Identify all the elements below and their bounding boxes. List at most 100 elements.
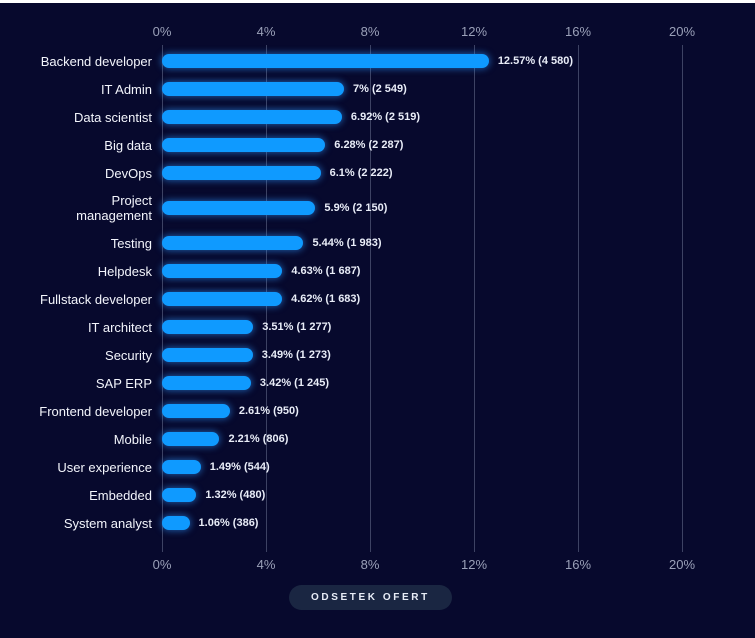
bar-track: 6.1% (2 222) [162, 166, 755, 180]
page-top-edge [0, 0, 755, 3]
value-label: 1.49% (544) [209, 461, 270, 473]
axis-tick-label: 4% [256, 24, 276, 39]
chart-bar-row: Embedded 1.32% (480) [0, 481, 755, 509]
category-label: Embedded [89, 487, 152, 503]
category-label: System analyst [63, 515, 152, 531]
category-label: Frontend developer [39, 403, 152, 419]
category-label: Data scientist [73, 109, 152, 125]
value-label: 6.28% (2 287) [334, 139, 404, 151]
axis-tick-label: 20% [668, 24, 696, 39]
bar-track: 5.44% (1 983) [162, 236, 755, 250]
value-label: 5.44% (1 983) [312, 237, 382, 249]
chart-bar-row: System analyst 1.06% (386) [0, 509, 755, 537]
chart-bar-row: DevOps 6.1% (2 222) [0, 159, 755, 187]
value-label: 3.42% (1 245) [259, 377, 330, 389]
chart-bar-row: SAP ERP 3.42% (1 245) [0, 369, 755, 397]
data-bar[interactable] [162, 516, 190, 530]
value-label: 4.63% (1 687) [291, 265, 361, 277]
bar-track: 7% (2 549) [162, 82, 755, 96]
axis-tick-label: 16% [564, 24, 592, 39]
bar-track: 6.92% (2 519) [162, 110, 755, 124]
category-label: Mobile [113, 431, 152, 447]
category-label: IT architect [87, 319, 152, 335]
value-label: 6.1% (2 222) [329, 167, 393, 179]
gridline [682, 45, 683, 552]
category-label: Security [105, 347, 152, 363]
category-label: SAP ERP [95, 375, 152, 391]
category-label: Testing [110, 235, 152, 251]
bar-track: 3.49% (1 273) [162, 348, 755, 362]
value-label: 7% (2 549) [353, 83, 407, 95]
bar-track: 3.51% (1 277) [162, 320, 755, 334]
bar-track: 1.32% (480) [162, 488, 755, 502]
category-label: Helpdesk [97, 263, 152, 279]
data-bar[interactable] [162, 348, 253, 362]
chart-bar-row: Backend developer 12.57% (4 580) [0, 47, 755, 75]
chart-bar-row: Project management 5.9% (2 150) [0, 187, 755, 229]
data-bar[interactable] [162, 376, 251, 390]
data-bar[interactable] [162, 404, 230, 418]
gridline [474, 45, 475, 552]
data-bar[interactable] [162, 236, 304, 250]
axis-tick-label: 8% [360, 24, 380, 39]
data-bar[interactable] [162, 432, 220, 446]
data-bar[interactable] [162, 166, 321, 180]
value-label: 1.32% (480) [205, 489, 266, 501]
data-bar[interactable] [162, 201, 316, 215]
data-bar[interactable] [162, 264, 283, 278]
bar-track: 2.21% (806) [162, 432, 755, 446]
value-label: 2.61% (950) [238, 405, 299, 417]
chart-bar-row: IT architect 3.51% (1 277) [0, 313, 755, 341]
data-bar[interactable] [162, 292, 283, 306]
axis-tick-label: 0% [152, 557, 172, 572]
x-axis-title-button[interactable]: ODSETEK OFERT [289, 585, 452, 610]
chart-bar-row: IT Admin 7% (2 549) [0, 75, 755, 103]
category-label: Backend developer [40, 53, 152, 69]
gridline [370, 45, 371, 552]
category-label: Big data [104, 137, 152, 153]
axis-tick-label: 8% [360, 557, 380, 572]
data-bar[interactable] [162, 110, 342, 124]
bar-track: 2.61% (950) [162, 404, 755, 418]
axis-tick-label: 12% [460, 557, 488, 572]
data-bar[interactable] [162, 488, 197, 502]
category-label: User experience [57, 459, 152, 475]
data-bar[interactable] [162, 320, 254, 334]
chart-bar-row: Mobile 2.21% (806) [0, 425, 755, 453]
value-label: 6.92% (2 519) [350, 111, 421, 123]
value-label: 2.21% (806) [228, 433, 289, 445]
data-bar[interactable] [162, 138, 326, 152]
axis-tick-label: 0% [152, 24, 172, 39]
data-bar[interactable] [162, 460, 201, 474]
axis-tick-label: 4% [256, 557, 276, 572]
chart-bar-row: Data scientist 6.92% (2 519) [0, 103, 755, 131]
chart-bar-row: Frontend developer 2.61% (950) [0, 397, 755, 425]
bar-track: 4.63% (1 687) [162, 264, 755, 278]
bar-track: 1.06% (386) [162, 516, 755, 530]
value-label: 5.9% (2 150) [324, 202, 388, 214]
value-label: 1.06% (386) [198, 517, 259, 529]
category-label: Project management [76, 193, 152, 223]
value-label: 12.57% (4 580) [497, 55, 574, 67]
axis-tick-label: 20% [668, 557, 696, 572]
bar-rows: Backend developer 12.57% (4 580) IT Admi… [0, 47, 755, 537]
data-bar[interactable] [162, 54, 489, 68]
bar-track: 12.57% (4 580) [162, 54, 755, 68]
chart-bar-row: Big data 6.28% (2 287) [0, 131, 755, 159]
bar-track: 1.49% (544) [162, 460, 755, 474]
value-label: 3.49% (1 273) [261, 349, 331, 361]
value-label: 4.62% (1 683) [291, 293, 361, 305]
gridline [578, 45, 579, 552]
axis-tick-label: 12% [460, 24, 488, 39]
category-label: IT Admin [100, 81, 152, 97]
category-label: DevOps [105, 165, 152, 181]
chart-bar-row: Testing 5.44% (1 983) [0, 229, 755, 257]
bar-track: 5.9% (2 150) [162, 201, 755, 215]
chart-bar-row: Helpdesk 4.63% (1 687) [0, 257, 755, 285]
data-bar[interactable] [162, 82, 344, 96]
chart-bar-row: User experience 1.49% (544) [0, 453, 755, 481]
chart-bar-row: Security 3.49% (1 273) [0, 341, 755, 369]
bar-track: 4.62% (1 683) [162, 292, 755, 306]
axis-tick-label: 16% [564, 557, 592, 572]
